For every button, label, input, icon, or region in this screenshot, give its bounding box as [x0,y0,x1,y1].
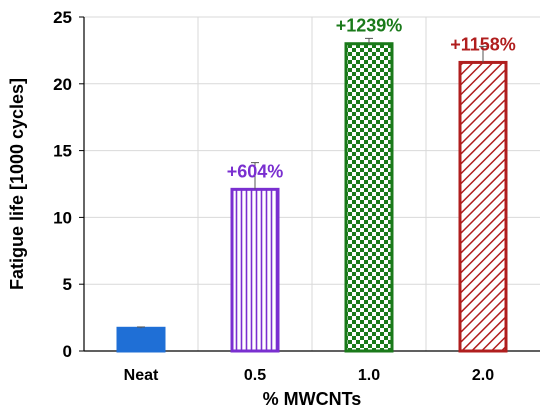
grid-lines [84,16,540,351]
x-tick-label: 0.5 [244,367,266,384]
labels: 0 5 10 15 20 25 Neat 0.5 +604% 1.0 +1239% 2.0 +1158%… [7,8,516,409]
y-tick-label: 20 [53,75,72,94]
y-tick-label: 0 [63,342,72,361]
y-tick-label: 25 [53,8,72,27]
y-tick-label: 5 [63,275,72,294]
y-tick-label: 15 [53,142,72,161]
bar-2.0 [458,60,508,353]
x-axis-title: % MWCNTs [263,389,362,408]
bar-annotation: +1239% [336,16,403,36]
bar-Neat [116,326,166,353]
bar-1.0 [344,42,394,353]
bars [116,37,508,353]
y-axis-title: Fatigue life [1000 cycles] [7,78,27,290]
bar-annotation: +1158% [450,34,516,54]
bar-0.5 [230,187,280,353]
x-tick-label: 2.0 [472,367,494,384]
bar-annotation: +604% [227,161,284,181]
x-tick-label: 1.0 [358,367,380,384]
y-tick-label: 10 [53,208,72,227]
x-tick-label: Neat [124,367,159,384]
